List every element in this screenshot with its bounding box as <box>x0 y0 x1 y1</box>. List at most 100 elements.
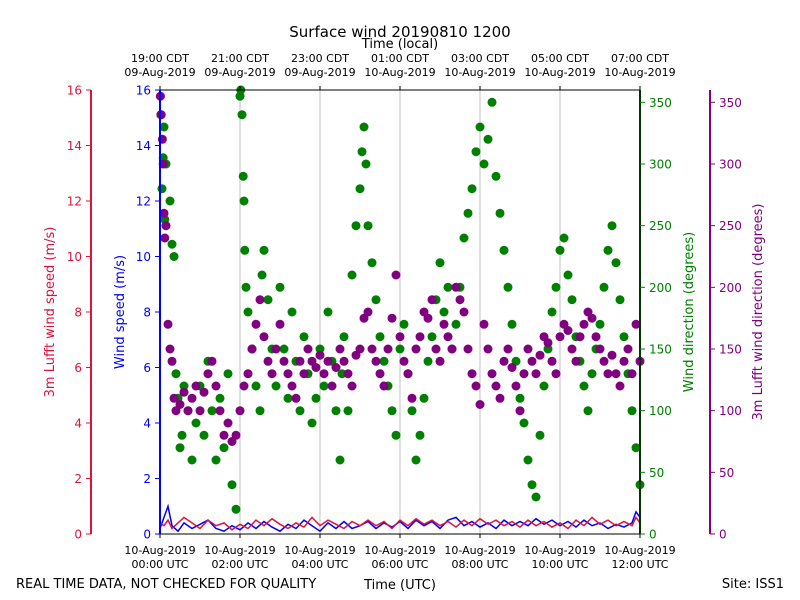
data-point <box>371 295 381 305</box>
data-point <box>227 480 237 490</box>
data-point <box>169 252 179 261</box>
data-point <box>183 406 193 416</box>
data-point <box>411 344 421 354</box>
data-point <box>603 245 613 255</box>
data-point <box>523 455 533 465</box>
data-point <box>527 480 537 490</box>
data-point <box>491 171 501 181</box>
data-point <box>177 430 187 440</box>
data-point <box>615 295 625 305</box>
top-tick-label: 09-Aug-2019 <box>284 66 355 79</box>
data-point <box>223 369 233 379</box>
data-point <box>567 344 577 354</box>
data-point <box>463 344 473 354</box>
data-point <box>163 319 173 329</box>
data-point <box>503 282 513 292</box>
data-point <box>275 319 285 329</box>
data-point <box>595 319 605 329</box>
data-point <box>451 319 461 329</box>
direction-axis-tick-label: 300 <box>649 158 672 172</box>
data-point <box>361 159 371 169</box>
direction-axis-tick-label: 150 <box>649 343 672 357</box>
direction-axis-tick-label: 350 <box>649 96 672 110</box>
data-point <box>479 319 489 329</box>
lufft-direction-axis-tick-label: 300 <box>719 158 742 172</box>
series-line <box>159 515 641 531</box>
top-tick-label: 09-Aug-2019 <box>204 66 275 79</box>
data-point <box>239 196 249 206</box>
speed-axis-tick-label: 10 <box>136 250 151 264</box>
data-point <box>455 295 465 305</box>
data-point <box>187 455 197 465</box>
top-tick-label: 21:00 CDT <box>211 52 269 65</box>
data-point <box>175 443 185 453</box>
data-point <box>191 418 201 428</box>
data-point <box>499 356 509 366</box>
data-point <box>167 356 177 366</box>
data-point <box>467 369 477 379</box>
data-point <box>555 332 565 342</box>
data-point <box>459 233 469 243</box>
data-point <box>583 406 593 416</box>
data-point <box>563 326 573 335</box>
data-point <box>439 319 449 329</box>
data-point <box>579 319 589 329</box>
data-point <box>199 387 209 397</box>
data-point <box>507 319 517 329</box>
data-point <box>203 369 213 379</box>
data-point <box>303 344 313 354</box>
data-point <box>491 381 501 391</box>
bottom-tick-label: 10-Aug-2019 <box>204 544 275 557</box>
data-point <box>243 307 253 317</box>
data-point <box>539 381 549 391</box>
data-point <box>207 356 217 366</box>
bottom-tick-label: 10-Aug-2019 <box>124 544 195 557</box>
bottom-tick-label: 10-Aug-2019 <box>524 544 595 557</box>
lufft-direction-axis-tick-label: 100 <box>719 404 742 418</box>
data-point <box>271 344 281 354</box>
data-point <box>367 258 377 268</box>
data-point <box>331 363 341 372</box>
speed-axis-tick-label: 16 <box>136 84 151 98</box>
data-point <box>399 356 409 366</box>
data-point <box>259 332 269 342</box>
data-point <box>267 369 277 379</box>
data-point <box>357 147 367 157</box>
data-point <box>387 313 397 323</box>
data-point <box>615 381 625 391</box>
data-point <box>447 344 457 354</box>
bottom-tick-label: 10-Aug-2019 <box>284 544 355 557</box>
top-tick-label: 01:00 CDT <box>371 52 429 65</box>
data-point <box>247 344 257 354</box>
top-tick-label: 23:00 CDT <box>291 52 349 65</box>
series-points <box>155 91 645 446</box>
data-point <box>315 350 325 360</box>
data-point <box>487 97 497 107</box>
data-point <box>347 270 357 280</box>
speed-axis-tick-label: 14 <box>136 139 151 153</box>
data-point <box>327 381 337 391</box>
top-tick-label: 03:00 CDT <box>451 52 509 65</box>
data-point <box>283 369 293 379</box>
data-point <box>531 369 541 379</box>
direction-axis-tick-label: 250 <box>649 219 672 233</box>
data-point <box>347 381 357 391</box>
data-point <box>271 381 281 391</box>
data-point <box>403 369 413 379</box>
data-point <box>631 319 641 329</box>
data-point <box>459 307 469 317</box>
data-point <box>619 332 629 342</box>
lufft-direction-axis-tick-label: 350 <box>719 96 742 110</box>
data-point <box>165 196 175 206</box>
data-point <box>235 406 245 416</box>
data-point <box>291 393 301 403</box>
data-point <box>499 245 509 255</box>
data-point <box>231 504 241 514</box>
data-point <box>319 369 329 379</box>
data-point <box>407 393 417 403</box>
bottom-tick-label: 10-Aug-2019 <box>604 544 675 557</box>
data-point <box>279 344 289 354</box>
data-point <box>547 356 557 366</box>
data-point <box>263 356 273 366</box>
data-point <box>435 356 445 366</box>
